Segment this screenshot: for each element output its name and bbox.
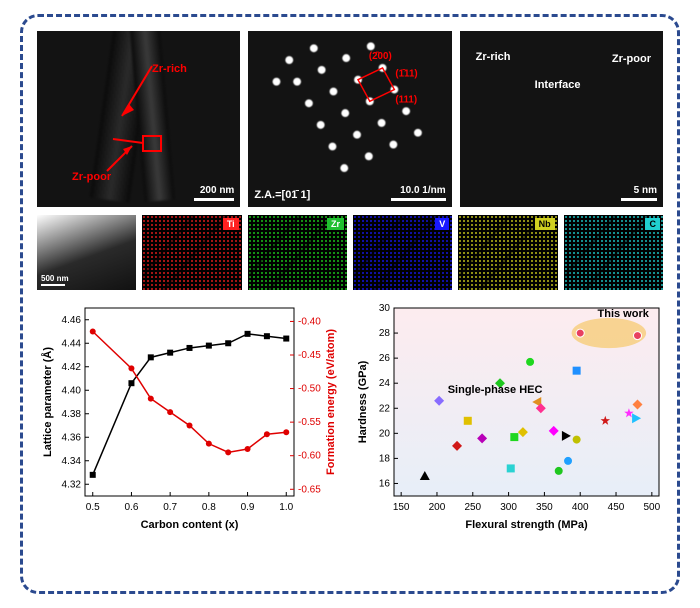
tem-overlay [37, 31, 240, 207]
svg-text:Lattice parameter (Å): Lattice parameter (Å) [41, 347, 54, 457]
svg-text:Formation energy (eV/atom): Formation energy (eV/atom) [325, 329, 337, 475]
svg-text:30: 30 [379, 303, 391, 314]
svg-text:(111): (111) [396, 94, 418, 105]
svg-text:22: 22 [379, 403, 391, 414]
tem-row: Zr-rich Zr-poor 200 nm (2̄00) (1̄11) (111)… [37, 31, 663, 207]
svg-text:26: 26 [379, 353, 391, 364]
scalebar-text: 10.0 1/nm [400, 185, 446, 196]
svg-text:0.6: 0.6 [124, 502, 138, 513]
eds-map-ti: Ti [142, 215, 241, 290]
scalebar-text: 5 nm [634, 185, 657, 196]
chart-lattice-formation: 0.5 0.6 0.7 0.8 0.9 1.0 4.32 4.34 4.36 4.38 4.40 4.… [37, 300, 342, 532]
hrtem-interface-label: Interface [535, 79, 581, 91]
svg-text:4.46: 4.46 [62, 315, 82, 326]
hrtem-panel: Zr-rich Zr-poor Interface 5 nm [460, 31, 663, 207]
scalebar-bar [621, 198, 657, 201]
svg-text:Flexural strength (MPa): Flexural strength (MPa) [465, 519, 588, 531]
svg-text:(1̄11): (1̄11) [396, 69, 418, 80]
scalebar-bar [194, 198, 234, 201]
svg-text:0.9: 0.9 [241, 502, 255, 513]
tem-zr-poor-label: Zr-poor [72, 171, 111, 183]
scalebar-text: 500 nm [41, 274, 69, 283]
svg-text:500: 500 [643, 502, 660, 513]
svg-text:24: 24 [379, 378, 391, 389]
hrtem-zr-rich-label: Zr-rich [476, 51, 511, 63]
chart1-svg: 0.5 0.6 0.7 0.8 0.9 1.0 4.32 4.34 4.36 4.38 4.40 4.… [37, 300, 342, 532]
map-badge: V [435, 218, 449, 230]
eds-map-zr: Zr [248, 215, 347, 290]
scalebar-bar [41, 284, 65, 286]
svg-text:4.38: 4.38 [62, 409, 82, 420]
svg-text:20: 20 [379, 428, 391, 439]
svg-text:0.5: 0.5 [86, 502, 100, 513]
svg-text:300: 300 [500, 502, 517, 513]
map-badge: C [645, 218, 660, 230]
svg-text:This work: This work [598, 308, 650, 320]
tem-scalebar: 200 nm [194, 185, 234, 201]
map-badge: Ti [223, 218, 239, 230]
svg-text:0.7: 0.7 [163, 502, 177, 513]
svg-text:0.8: 0.8 [202, 502, 216, 513]
svg-text:-0.40: -0.40 [298, 316, 321, 327]
svg-text:4.32: 4.32 [62, 479, 82, 490]
eds-map-nb: Nb [458, 215, 557, 290]
map-badge: Zr [327, 218, 344, 230]
hrtem-scalebar: 5 nm [621, 185, 657, 201]
hrtem-zr-poor-label: Zr-poor [612, 53, 651, 65]
svg-text:18: 18 [379, 453, 391, 464]
eds-map-c: C [564, 215, 663, 290]
eds-map-row: 500 nm Ti Zr V Nb C [37, 215, 663, 290]
svg-text:200: 200 [429, 502, 446, 513]
svg-text:4.42: 4.42 [62, 362, 82, 373]
svg-text:250: 250 [464, 502, 481, 513]
svg-text:4.36: 4.36 [62, 432, 82, 443]
chart-row: 0.5 0.6 0.7 0.8 0.9 1.0 4.32 4.34 4.36 4.38 4.40 4.… [37, 300, 663, 532]
svg-text:4.34: 4.34 [62, 456, 82, 467]
svg-text:-0.60: -0.60 [298, 451, 321, 462]
svg-text:Carbon content (x): Carbon content (x) [141, 519, 239, 531]
svg-text:28: 28 [379, 328, 391, 339]
svg-text:350: 350 [536, 502, 553, 513]
chart-hardness-flexural: 150 200 250 300 350 400 450 500 16 18 20 22 24 26 28 30… [352, 300, 667, 532]
svg-text:Hardness (GPa): Hardness (GPa) [357, 360, 369, 443]
svg-text:450: 450 [608, 502, 625, 513]
svg-text:-0.50: -0.50 [298, 384, 321, 395]
svg-text:150: 150 [393, 502, 410, 513]
figure-frame: Zr-rich Zr-poor 200 nm (2̄00) (1̄11) (111)… [20, 14, 680, 594]
saed-panel: (2̄00) (1̄11) (111) Z.A.=[01̄ 1] 10.0 1/nm [248, 31, 451, 207]
scalebar-text: 200 nm [200, 185, 234, 196]
svg-text:-0.55: -0.55 [298, 417, 321, 428]
map-scalebar: 500 nm [41, 274, 69, 286]
saed-zone-axis-label: Z.A.=[01̄ 1] [254, 189, 310, 201]
svg-text:16: 16 [379, 478, 391, 489]
tem-zr-rich-label: Zr-rich [152, 63, 187, 75]
tem-brightfield-panel: Zr-rich Zr-poor 200 nm [37, 31, 240, 207]
saed-scalebar: 10.0 1/nm [391, 185, 446, 201]
eds-map-v: V [353, 215, 452, 290]
svg-text:Single-phase HEC: Single-phase HEC [448, 384, 543, 396]
svg-text:1.0: 1.0 [279, 502, 293, 513]
svg-text:-0.45: -0.45 [298, 350, 321, 361]
svg-text:4.44: 4.44 [62, 338, 82, 349]
svg-text:(2̄00): (2̄00) [369, 51, 392, 62]
saed-svg: (2̄00) (1̄11) (111) [248, 31, 451, 207]
eds-map-haadf: 500 nm [37, 215, 136, 290]
scalebar-bar [391, 198, 446, 201]
svg-text:4.40: 4.40 [62, 385, 82, 396]
map-badge: Nb [535, 218, 555, 230]
chart2-svg: 150 200 250 300 350 400 450 500 16 18 20 22 24 26 28 30… [352, 300, 667, 532]
svg-text:-0.65: -0.65 [298, 484, 321, 495]
svg-text:400: 400 [572, 502, 589, 513]
